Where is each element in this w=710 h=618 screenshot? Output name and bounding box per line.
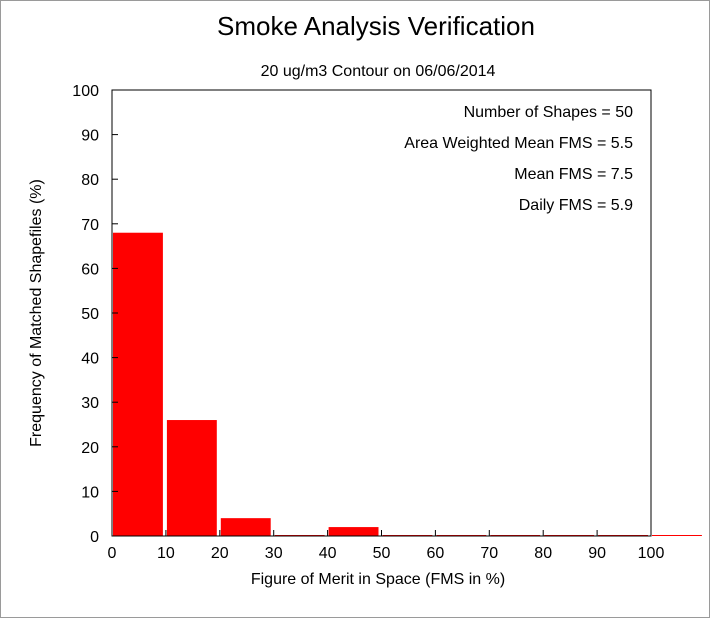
bar-20-30 [220, 518, 271, 536]
bar-100-110 [652, 535, 702, 536]
x-tick-label: 100 [638, 545, 665, 562]
y-tick-label: 20 [81, 440, 99, 457]
x-tick-label: 50 [373, 545, 391, 562]
bar-40-50 [328, 527, 379, 536]
x-tick-label: 60 [427, 545, 445, 562]
stats-annotation: Daily FMS = 5.9 [519, 197, 633, 214]
chart-title: Smoke Analysis Verification [217, 11, 535, 41]
y-tick-label: 60 [81, 261, 99, 278]
bars-group [113, 232, 702, 536]
y-tick-label: 50 [81, 306, 99, 323]
y-tick-label: 40 [81, 351, 99, 368]
y-tick-label: 90 [81, 128, 99, 145]
stats-annotation: Number of Shapes = 50 [464, 104, 634, 121]
x-axis-label: Figure of Merit in Space (FMS in %) [251, 571, 505, 588]
y-tick-label: 0 [90, 529, 99, 546]
bar-0-10 [113, 232, 163, 536]
y-tick-label: 80 [81, 172, 99, 189]
stats-annotation: Area Weighted Mean FMS = 5.5 [404, 135, 633, 152]
x-tick-label: 70 [480, 545, 498, 562]
stats-annotations: Number of Shapes = 50 Area Weighted Mean … [404, 104, 633, 214]
x-tick-label: 0 [108, 545, 117, 562]
chart-subtitle: 20 ug/m3 Contour on 06/06/2014 [261, 63, 496, 80]
x-axis-ticks: 0 10 20 30 40 50 60 70 80 90 100 [108, 530, 665, 562]
y-axis-label: Frequency of Matched Shapefiles (%) [28, 179, 45, 447]
y-tick-label: 100 [72, 83, 99, 100]
stats-annotation: Mean FMS = 7.5 [514, 166, 633, 183]
x-tick-label: 30 [265, 545, 283, 562]
y-tick-label: 70 [81, 217, 99, 234]
y-tick-label: 10 [81, 484, 99, 501]
x-tick-label: 10 [157, 545, 175, 562]
x-tick-label: 80 [534, 545, 552, 562]
x-tick-label: 40 [319, 545, 337, 562]
bar-10-20 [166, 420, 217, 536]
x-tick-label: 90 [588, 545, 606, 562]
y-axis-ticks: 0 10 20 30 40 50 60 70 80 90 100 [72, 83, 118, 546]
x-tick-label: 20 [211, 545, 229, 562]
y-tick-label: 30 [81, 395, 99, 412]
